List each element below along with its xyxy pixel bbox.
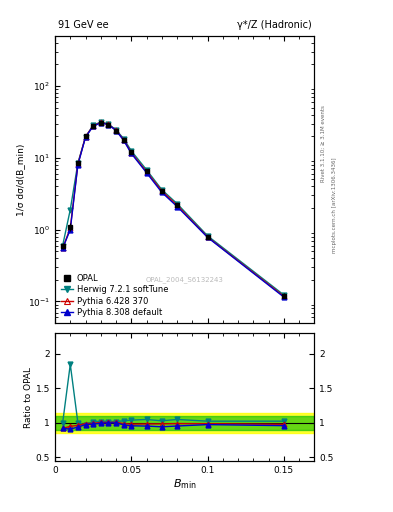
- Text: mcplots.cern.ch [arXiv:1306.3436]: mcplots.cern.ch [arXiv:1306.3436]: [332, 157, 337, 252]
- Bar: [55, 416, 314, 430]
- Text: OPAL_2004_S6132243: OPAL_2004_S6132243: [146, 276, 224, 283]
- Bar: [55, 413, 314, 433]
- Legend: OPAL, Herwig 7.2.1 softTune, Pythia 6.428 370, Pythia 8.308 default: OPAL, Herwig 7.2.1 softTune, Pythia 6.42…: [59, 272, 170, 319]
- Y-axis label: Ratio to OPAL: Ratio to OPAL: [24, 367, 33, 428]
- Text: γ*/Z (Hadronic): γ*/Z (Hadronic): [237, 20, 312, 30]
- Text: 91 GeV ee: 91 GeV ee: [58, 20, 108, 30]
- Text: Rivet 3.1.10; ≥ 3.1M events: Rivet 3.1.10; ≥ 3.1M events: [320, 105, 325, 182]
- Y-axis label: 1/σ dσ/d(B_min): 1/σ dσ/d(B_min): [16, 143, 25, 216]
- X-axis label: $B_{\rm min}$: $B_{\rm min}$: [173, 477, 196, 491]
